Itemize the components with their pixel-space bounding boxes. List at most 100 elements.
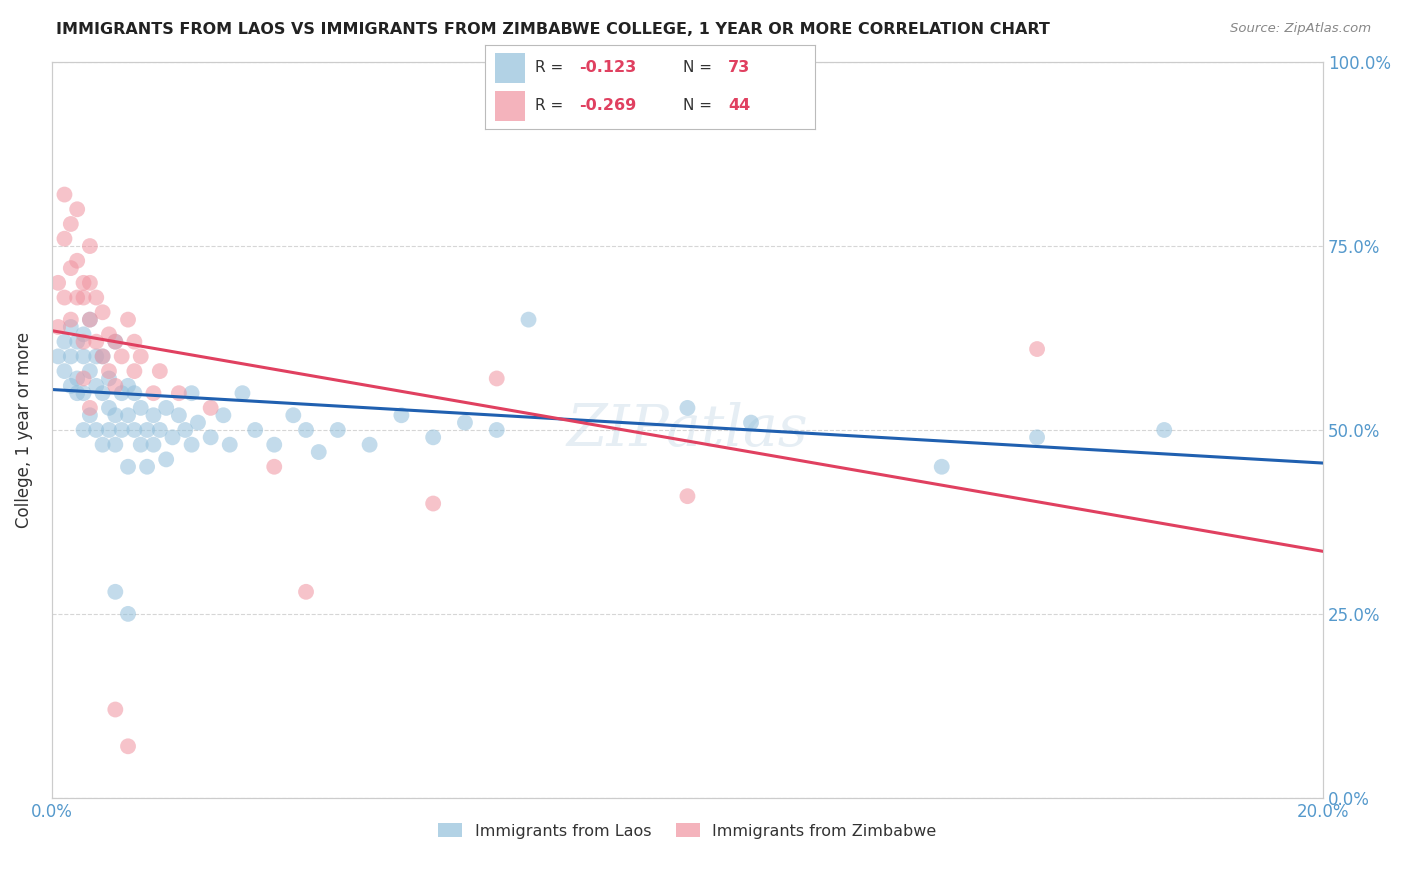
Point — [84, 334, 107, 349]
Point — [84, 379, 107, 393]
Point — [91, 350, 114, 364]
Point — [149, 423, 172, 437]
Point — [142, 438, 165, 452]
Point — [283, 409, 305, 423]
Point — [117, 409, 139, 423]
Point — [84, 350, 107, 364]
Point — [129, 401, 152, 415]
Point — [136, 459, 159, 474]
Point — [72, 334, 94, 349]
Point — [97, 327, 120, 342]
Point — [167, 409, 190, 423]
Point — [142, 386, 165, 401]
Point — [231, 386, 253, 401]
Point — [389, 409, 412, 423]
Point — [155, 401, 177, 415]
Point — [79, 312, 101, 326]
Point — [454, 416, 477, 430]
Point — [97, 423, 120, 437]
Point — [155, 452, 177, 467]
Point — [53, 364, 76, 378]
Point — [149, 364, 172, 378]
Point — [59, 217, 82, 231]
Point — [162, 430, 184, 444]
Point — [46, 276, 69, 290]
Point — [676, 489, 699, 503]
Text: R =: R = — [534, 98, 562, 112]
Text: N =: N = — [683, 98, 713, 112]
Point — [931, 459, 953, 474]
Legend: Immigrants from Laos, Immigrants from Zimbabwe: Immigrants from Laos, Immigrants from Zi… — [432, 816, 943, 845]
Point — [104, 702, 127, 716]
Point — [124, 423, 146, 437]
Point — [124, 386, 146, 401]
Bar — [495, 91, 524, 120]
Point — [46, 350, 69, 364]
Point — [72, 371, 94, 385]
Point — [79, 401, 101, 415]
Point — [72, 386, 94, 401]
Text: 73: 73 — [728, 61, 751, 76]
Point — [91, 350, 114, 364]
Point — [111, 350, 134, 364]
Point — [59, 320, 82, 334]
Point — [79, 312, 101, 326]
Point — [97, 371, 120, 385]
Point — [79, 364, 101, 378]
Point — [104, 334, 127, 349]
Point — [117, 379, 139, 393]
Point — [97, 401, 120, 415]
Point — [104, 379, 127, 393]
Point — [104, 584, 127, 599]
Point — [142, 409, 165, 423]
Point — [84, 423, 107, 437]
Point — [174, 423, 197, 437]
Point — [200, 401, 222, 415]
Point — [485, 371, 508, 385]
Y-axis label: College, 1 year or more: College, 1 year or more — [15, 332, 32, 528]
Point — [91, 305, 114, 319]
Point — [136, 423, 159, 437]
Point — [1026, 342, 1049, 356]
Point — [167, 386, 190, 401]
Point — [104, 438, 127, 452]
Point — [485, 423, 508, 437]
Point — [676, 401, 699, 415]
Point — [53, 232, 76, 246]
Point — [295, 584, 318, 599]
Text: R =: R = — [534, 61, 562, 76]
Point — [53, 291, 76, 305]
Text: -0.123: -0.123 — [579, 61, 637, 76]
Point — [46, 320, 69, 334]
Point — [72, 291, 94, 305]
Point — [422, 430, 444, 444]
Point — [53, 334, 76, 349]
Point — [1026, 430, 1049, 444]
Text: -0.269: -0.269 — [579, 98, 637, 112]
Point — [72, 327, 94, 342]
Point — [422, 496, 444, 510]
Point — [117, 312, 139, 326]
Point — [212, 409, 235, 423]
Point — [72, 350, 94, 364]
Bar — [495, 54, 524, 83]
Point — [308, 445, 330, 459]
Point — [124, 364, 146, 378]
Point — [117, 739, 139, 754]
Point — [517, 312, 540, 326]
Point — [104, 334, 127, 349]
Point — [111, 423, 134, 437]
Point — [66, 291, 89, 305]
Point — [72, 276, 94, 290]
Point — [66, 334, 89, 349]
Point — [59, 312, 82, 326]
Point — [263, 459, 285, 474]
Text: ZIPatlas: ZIPatlas — [567, 401, 808, 458]
Point — [295, 423, 318, 437]
Point — [1153, 423, 1175, 437]
Point — [180, 438, 202, 452]
Point — [218, 438, 240, 452]
Point — [187, 416, 209, 430]
Text: Source: ZipAtlas.com: Source: ZipAtlas.com — [1230, 22, 1371, 36]
Point — [79, 239, 101, 253]
